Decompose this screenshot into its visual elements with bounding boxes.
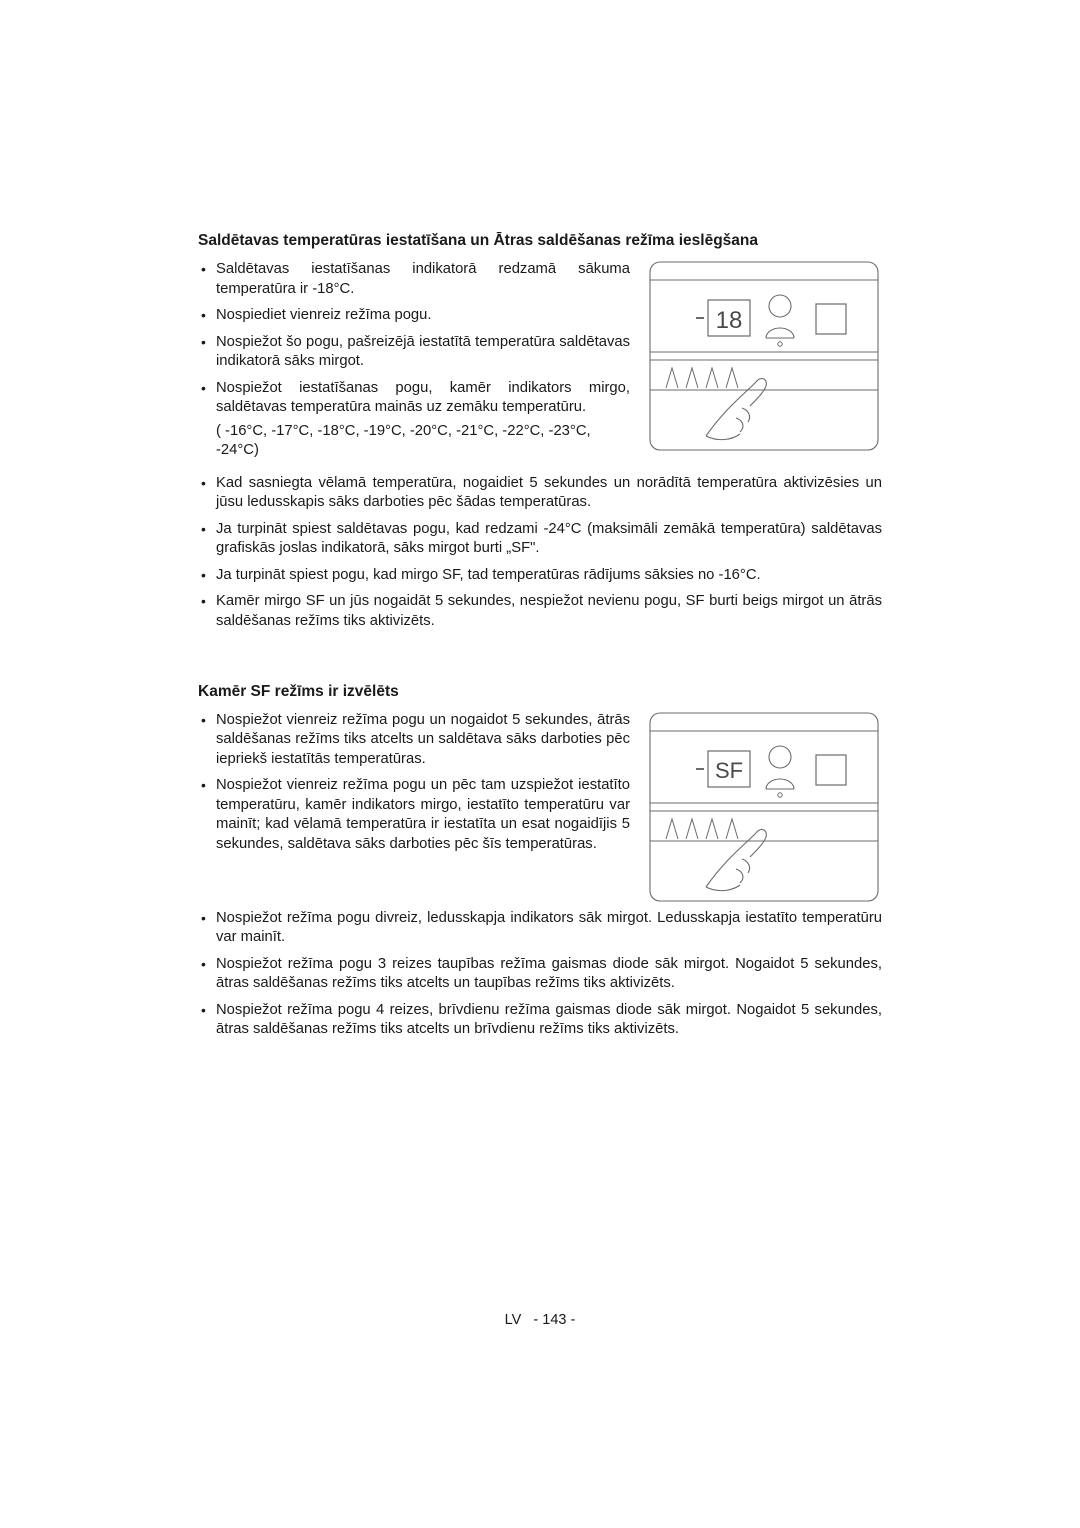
s2-b1: Nospiežot vienreiz režīma pogu un pēc ta… (198, 776, 630, 854)
s2-b0: Nospiežot vienreiz režīma pogu un nogaid… (198, 711, 630, 770)
section2-heading: Kamēr SF režīms ir izvēlēts (198, 683, 882, 701)
page-footer: LV - 143 - (0, 1312, 1080, 1328)
control-panel-figure-1: 18 (646, 260, 882, 452)
s1-b1: Nospiediet vienreiz režīma pogu. (198, 306, 630, 326)
s1-w2: Ja turpināt spiest pogu, kad mirgo SF, t… (198, 566, 882, 586)
s1-sub: ( -16°C, -17°C, -18°C, -19°C, -20°C, -21… (198, 422, 630, 461)
footer-page: - 143 - (533, 1312, 575, 1328)
section1-heading: Saldētavas temperatūras iestatīšana un Ā… (198, 232, 882, 250)
s1-b2: Nospiežot šo pogu, pašreizējā iestatītā … (198, 333, 630, 372)
s1-w1: Ja turpināt spiest saldētavas pogu, kad … (198, 520, 882, 559)
s2-w2: Nospiežot režīma pogu 4 reizes, brīvdien… (198, 1001, 882, 1040)
s1-w0: Kad sasniegta vēlamā temperatūra, nogaid… (198, 474, 882, 513)
control-panel-figure-2: SF (646, 711, 882, 903)
display-text-2: SF (715, 758, 743, 783)
s2-w0: Nospiežot režīma pogu divreiz, ledusskap… (198, 909, 882, 948)
footer-lang: LV (505, 1312, 522, 1328)
s1-b0: Saldētavas iestatīšanas indikatorā redza… (198, 260, 630, 299)
s1-b3: Nospiežot iestatīšanas pogu, kamēr indik… (198, 379, 630, 418)
s1-w3: Kamēr mirgo SF un jūs nogaidāt 5 sekunde… (198, 592, 882, 631)
s2-w1: Nospiežot režīma pogu 3 reizes taupības … (198, 955, 882, 994)
display-text-1: 18 (716, 307, 743, 334)
